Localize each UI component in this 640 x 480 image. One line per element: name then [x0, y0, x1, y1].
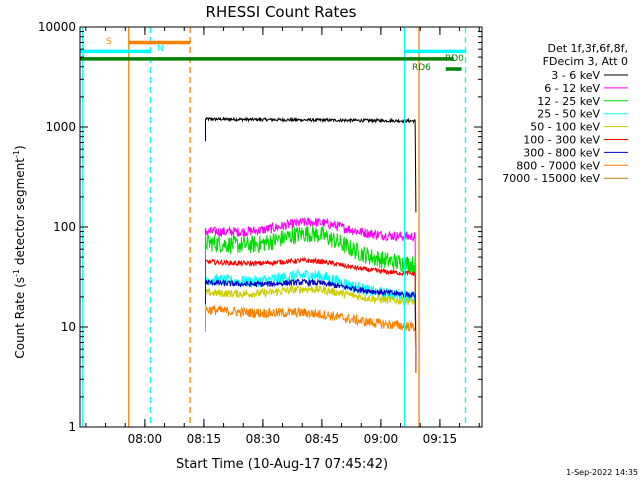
plot-content	[80, 27, 467, 427]
series-line-2	[204, 225, 417, 373]
legend: Det 1f,3f,6f,8f,FDecim 3, Att 03 - 6 keV…	[502, 42, 628, 185]
series-line-4	[204, 284, 417, 373]
series-line-7	[204, 305, 417, 373]
series-line-6	[204, 277, 417, 373]
plot-axes: S N RD0 RD6 1 10 100 1000 10000 08:00 08:15 08:30 08…	[38, 20, 483, 446]
y-label-end: )	[13, 145, 27, 150]
legend-label-4: 50 - 100 keV	[530, 121, 600, 134]
legend-label-8: 7000 - 15000 keV	[502, 172, 600, 185]
legend-label-1: 6 - 12 keV	[544, 82, 600, 95]
legend-label-0: 3 - 6 keV	[551, 69, 600, 82]
x-tick-label-4: 09:00	[364, 432, 399, 446]
y-label-sup-2: -1	[12, 150, 21, 158]
series-line-5	[204, 256, 417, 373]
y-label-sup-1: -1	[12, 269, 21, 277]
y-tick-label-3: 1000	[45, 120, 76, 134]
legend-header-line-2: FDecim 3, Att 0	[543, 55, 628, 68]
flag-label-s: S	[106, 37, 112, 47]
series-line-0	[204, 116, 417, 213]
x-tick-label-1: 08:15	[187, 432, 222, 446]
flag-label-n: N	[157, 44, 164, 54]
y-tick-label-0: 1	[68, 420, 76, 434]
legend-label-5: 100 - 300 keV	[523, 134, 600, 147]
x-tick-label-3: 08:45	[305, 432, 340, 446]
legend-header-line-1: Det 1f,3f,6f,8f,	[547, 42, 628, 55]
x-tick-label-5: 09:15	[423, 432, 458, 446]
y-label-tail: detector segment	[13, 158, 27, 269]
x-tick-label-0: 08:00	[128, 432, 163, 446]
flag-label-rd6: RD6	[412, 63, 431, 73]
flag-label-rd0: RD0	[445, 54, 464, 64]
y-tick-label-2: 100	[53, 220, 76, 234]
x-tick-label-2: 08:30	[246, 432, 281, 446]
y-axis-label: Count Rate (s-1 detector segment-1)	[12, 145, 27, 358]
legend-label-7: 800 - 7000 keV	[516, 159, 600, 172]
legend-label-2: 12 - 25 keV	[537, 95, 600, 108]
x-axis-label: Start Time (10-Aug-17 07:45:42)	[176, 457, 388, 472]
legend-label-3: 25 - 50 keV	[537, 108, 600, 121]
legend-label-6: 300 - 800 keV	[523, 146, 600, 159]
y-tick-label-1: 10	[61, 320, 76, 334]
chart-title: RHESSI Count Rates	[206, 3, 357, 21]
render-timestamp: 1-Sep-2022 14:35	[566, 468, 638, 477]
y-tick-label-4: 10000	[38, 20, 76, 34]
y-label-main: Count Rate (s	[13, 277, 27, 359]
series-line-1	[204, 217, 417, 373]
